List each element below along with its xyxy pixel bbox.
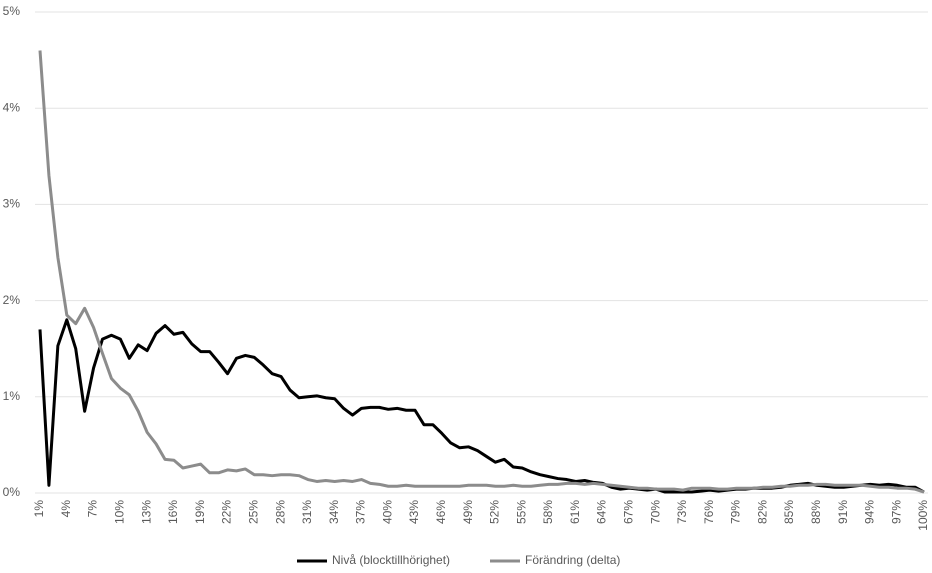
x-tick-label: 10% <box>113 500 127 524</box>
x-tick-label: 7% <box>86 500 100 518</box>
x-tick-label: 19% <box>193 500 207 524</box>
y-tick-label: 0% <box>3 485 21 499</box>
x-tick-label: 97% <box>889 500 903 524</box>
x-tick-label: 64% <box>595 500 609 524</box>
x-tick-label: 76% <box>702 500 716 524</box>
x-tick-label: 58% <box>541 500 555 524</box>
x-tick-label: 34% <box>327 500 341 524</box>
x-tick-label: 22% <box>220 500 234 524</box>
x-tick-label: 49% <box>461 500 475 524</box>
legend-label: Nivå (blocktillhörighet) <box>332 553 450 567</box>
y-tick-label: 4% <box>3 100 21 114</box>
x-tick-label: 46% <box>434 500 448 524</box>
x-tick-label: 79% <box>729 500 743 524</box>
x-tick-label: 67% <box>622 500 636 524</box>
x-tick-label: 100% <box>916 500 930 531</box>
line-series <box>38 318 925 494</box>
x-tick-label: 82% <box>755 500 769 524</box>
x-tick-label: 31% <box>300 500 314 524</box>
y-tick-label: 1% <box>3 389 21 403</box>
x-tick-label: 25% <box>246 500 260 524</box>
x-tick-label: 55% <box>514 500 528 524</box>
x-tick-label: 37% <box>354 500 368 524</box>
line-series <box>38 50 925 494</box>
x-tick-label: 73% <box>675 500 689 524</box>
x-tick-label: 40% <box>380 500 394 524</box>
x-tick-label: 91% <box>836 500 850 524</box>
x-tick-label: 61% <box>568 500 582 524</box>
x-tick-label: 1% <box>32 500 46 518</box>
x-tick-label: 43% <box>407 500 421 524</box>
x-tick-label: 16% <box>166 500 180 524</box>
x-tick-label: 52% <box>488 500 502 524</box>
x-tick-label: 4% <box>59 500 73 518</box>
x-tick-label: 70% <box>648 500 662 524</box>
x-tick-label: 94% <box>863 500 877 524</box>
legend-label: Förändring (delta) <box>525 553 620 567</box>
y-tick-label: 2% <box>3 293 21 307</box>
x-tick-label: 88% <box>809 500 823 524</box>
y-tick-label: 3% <box>3 197 21 211</box>
x-tick-label: 13% <box>139 500 153 524</box>
x-tick-label: 85% <box>782 500 796 524</box>
y-tick-label: 5% <box>3 4 21 18</box>
x-tick-label: 28% <box>273 500 287 524</box>
